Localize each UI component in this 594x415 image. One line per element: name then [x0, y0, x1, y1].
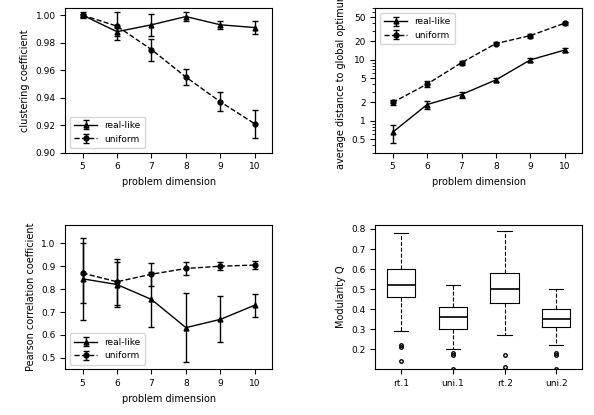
- X-axis label: problem dimension: problem dimension: [122, 177, 216, 187]
- Legend: real-like, uniform: real-like, uniform: [70, 333, 145, 365]
- Y-axis label: Modularity Q: Modularity Q: [336, 266, 346, 328]
- X-axis label: problem dimension: problem dimension: [122, 394, 216, 404]
- Y-axis label: average distance to global optimum: average distance to global optimum: [336, 0, 346, 169]
- Legend: real-like, uniform: real-like, uniform: [380, 13, 455, 44]
- Y-axis label: Pearson correlation coefficient: Pearson correlation coefficient: [26, 223, 36, 371]
- Y-axis label: clustering coefficient: clustering coefficient: [20, 29, 30, 132]
- X-axis label: problem dimension: problem dimension: [432, 177, 526, 187]
- Legend: real-like, uniform: real-like, uniform: [70, 117, 145, 148]
